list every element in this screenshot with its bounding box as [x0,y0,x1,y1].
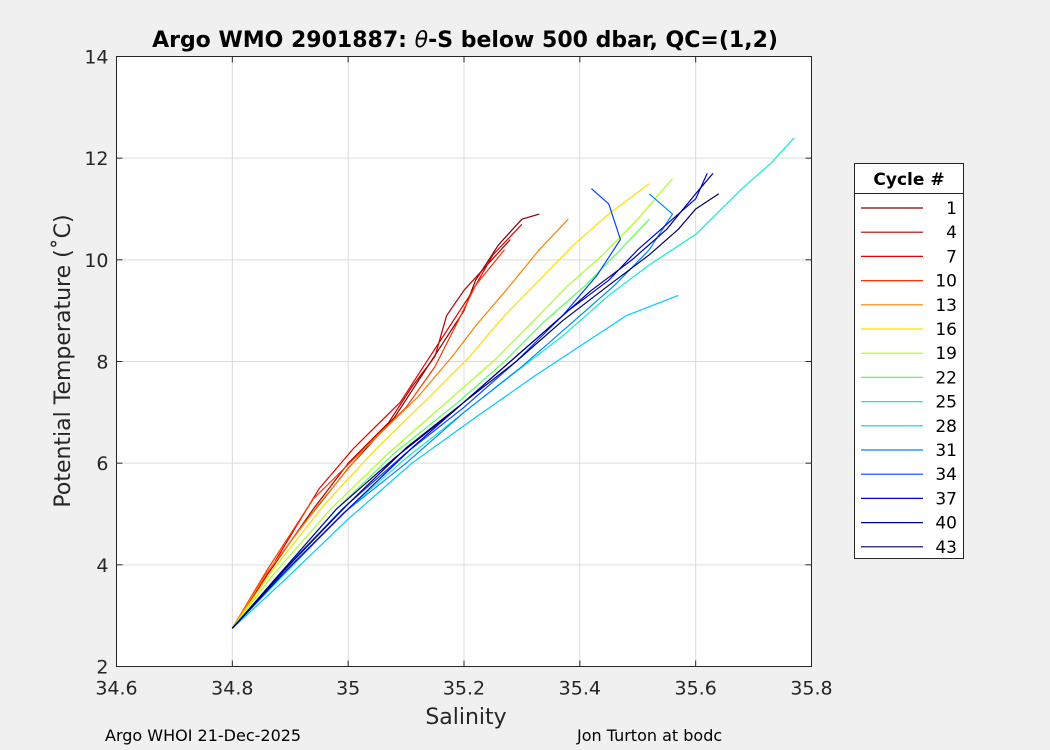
legend-label-25: 25 [935,393,957,413]
series-line-cycle-28 [231,294,679,629]
footer-left-credit: Argo WHOI 21-Dec-2025 [105,726,301,745]
legend-box [854,163,964,559]
legend-label-34: 34 [935,465,957,485]
legend-label-43: 43 [935,538,957,558]
legend-label-16: 16 [935,320,957,340]
legend-label-40: 40 [935,514,957,534]
y-axis-label: Potential Temperature (˚C) [51,214,76,507]
x-axis-label: Salinity [425,705,506,730]
legend-title: Cycle # [873,170,944,190]
legend-label-22: 22 [935,368,957,388]
legend: Cycle # 1 4 7 10 13 16 19 22 25 28 31 34 37 40 43 [854,163,964,559]
legend-label-28: 28 [935,417,957,437]
x-tick-label: 35.2 [443,678,485,700]
series-line-cycle-16 [231,183,650,629]
series-line-cycle-19 [231,178,673,629]
x-tick-label: 34.8 [211,678,253,700]
legend-label-37: 37 [935,489,957,509]
x-tick-label: 35.8 [790,678,832,700]
y-tick-label: 2 [96,657,108,679]
y-tick-label: 4 [96,555,108,577]
series-line-cycle-40 [231,173,714,629]
y-tick-label: 6 [96,453,108,475]
x-tick-label: 35.6 [675,678,717,700]
legend-label-31: 31 [935,441,957,461]
chart-title: Argo WMO 2901887: θ-S below 500 dbar, QC… [152,28,778,53]
series-line-cycle-43 [231,193,720,629]
y-tick-label: 8 [96,352,108,374]
legend-items: 1 4 7 10 13 16 19 22 25 28 31 34 37 40 43 [861,199,957,558]
legend-label-7: 7 [946,247,957,267]
legend-label-13: 13 [935,296,957,316]
series-line-cycle-10 [231,249,505,629]
x-tick-label: 34.6 [95,678,137,700]
legend-label-10: 10 [935,272,957,292]
x-tick-label: 35 [336,678,360,700]
data-series [231,137,795,629]
y-tick-label: 14 [84,47,108,69]
axis-ticks: 34.6 34.8 35 35.2 35.4 35.6 35.8 2 4 6 8 10 12 14 [84,47,832,700]
series-line-cycle-7 [231,223,523,629]
series-line-cycle-13 [231,218,569,629]
y-tick-label: 10 [84,250,108,272]
x-tick-label: 35.4 [559,678,601,700]
footer-right-credit: Jon Turton at bodc [576,726,722,745]
y-tick-label: 12 [84,148,108,170]
legend-label-1: 1 [946,199,957,219]
legend-label-19: 19 [935,344,957,364]
legend-label-4: 4 [946,223,957,243]
